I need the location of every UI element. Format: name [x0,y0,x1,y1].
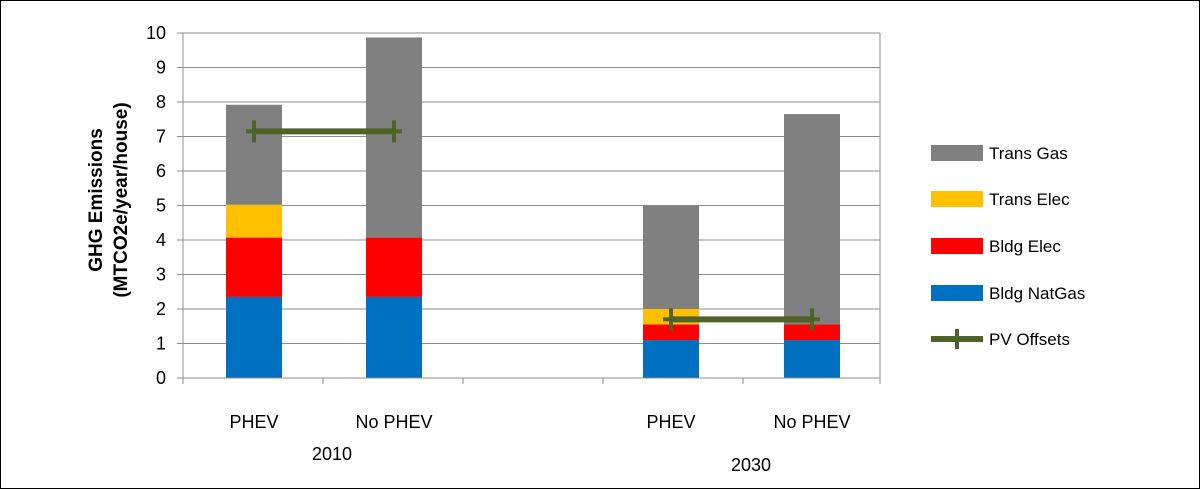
axes [177,32,881,384]
x-group-labels: 2010 2030 [312,444,771,475]
bar-segment [366,296,422,378]
x-tick-label: PHEV [229,412,278,432]
gridlines [183,32,880,344]
y-tick-label: 10 [146,23,166,43]
y-tick-label: 8 [156,92,166,112]
bar-segment [226,237,282,297]
legend-swatch [931,191,983,207]
legend-swatch [931,285,983,301]
legend-label: PV Offsets [989,330,1070,349]
y-tick-label: 3 [156,265,166,285]
legend-label: Bldg Elec [989,237,1061,256]
x-tick-labels: PHEV No PHEV PHEV No PHEV [229,412,850,432]
legend-swatch [931,145,983,161]
y-tick-label: 9 [156,58,166,78]
bar-segment [784,324,840,341]
bar-segment [643,340,699,378]
x-tick-label: PHEV [646,412,695,432]
y-axis-label: GHG Emissions [86,128,107,272]
bar-segment [643,324,699,341]
bar-segment [366,237,422,297]
legend-label: Trans Elec [989,190,1070,209]
legend-label: Bldg NatGas [989,284,1085,303]
legend-label: Trans Gas [989,144,1068,163]
pv-offset-lines [246,120,820,331]
y-tick-labels: 0 1 2 3 4 5 6 7 8 9 10 [146,23,166,388]
y-tick-label: 6 [156,161,166,181]
legend: Trans Gas Trans Elec Bldg Elec Bldg NatGas P… [931,144,1085,349]
y-tick-label: 1 [156,334,166,354]
y-tick-label: 0 [156,368,166,388]
bar-marks [226,37,840,378]
bar-segment [226,296,282,378]
bar-segment [226,104,282,205]
x-tick-label: No PHEV [773,412,850,432]
y-tick-label: 7 [156,127,166,147]
y-tick-label: 4 [156,230,166,250]
legend-swatch [931,238,983,254]
x-group-label: 2010 [312,444,352,464]
y-axis-unit-label: (MTCO2e/year/house) [111,102,132,297]
y-tick-label: 2 [156,299,166,319]
x-group-label: 2030 [731,455,771,475]
y-tick-label: 5 [156,196,166,216]
bar-segment [784,114,840,325]
x-tick-label: No PHEV [355,412,432,432]
bar-segment [226,204,282,238]
bar-segment [643,205,699,309]
bar-segment [784,340,840,378]
